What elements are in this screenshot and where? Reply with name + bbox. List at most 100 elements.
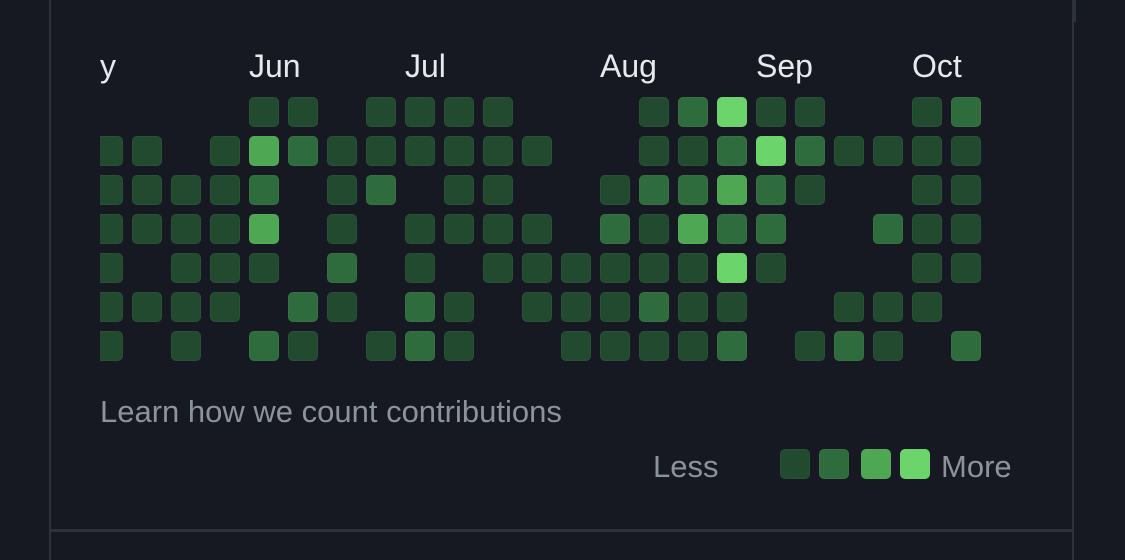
contribution-day-cell[interactable] — [639, 136, 669, 166]
contribution-day-cell[interactable] — [210, 175, 240, 205]
contribution-day-cell[interactable] — [873, 214, 903, 244]
contribution-day-cell[interactable] — [561, 253, 591, 283]
contribution-day-cell[interactable] — [249, 253, 279, 283]
contribution-day-cell[interactable] — [717, 292, 747, 322]
contribution-day-cell[interactable] — [639, 175, 669, 205]
contribution-day-cell[interactable] — [795, 136, 825, 166]
contribution-day-cell[interactable] — [717, 214, 747, 244]
contribution-day-cell[interactable] — [834, 331, 864, 361]
contribution-day-cell[interactable] — [756, 136, 786, 166]
contribution-day-cell[interactable] — [483, 253, 513, 283]
contribution-day-cell[interactable] — [444, 136, 474, 166]
contribution-day-cell[interactable] — [171, 292, 201, 322]
contribution-day-cell[interactable] — [522, 136, 552, 166]
contribution-day-cell[interactable] — [717, 253, 747, 283]
contribution-day-cell[interactable] — [249, 214, 279, 244]
contribution-day-cell[interactable] — [444, 97, 474, 127]
contribution-day-cell[interactable] — [366, 331, 396, 361]
contribution-day-cell[interactable] — [249, 97, 279, 127]
contribution-day-cell[interactable] — [756, 97, 786, 127]
contribution-day-cell[interactable] — [288, 97, 318, 127]
contribution-day-cell[interactable] — [639, 97, 669, 127]
contribution-day-cell[interactable] — [327, 175, 357, 205]
contribution-day-cell[interactable] — [873, 292, 903, 322]
contribution-day-cell[interactable] — [951, 136, 981, 166]
contribution-day-cell[interactable] — [717, 175, 747, 205]
contribution-day-cell[interactable] — [210, 136, 240, 166]
contribution-day-cell[interactable] — [834, 136, 864, 166]
contribution-day-cell[interactable] — [366, 175, 396, 205]
learn-contributions-link[interactable]: Learn how we count contributions — [100, 394, 562, 429]
contribution-day-cell[interactable] — [444, 175, 474, 205]
contribution-day-cell[interactable] — [834, 292, 864, 322]
contribution-day-cell[interactable] — [483, 97, 513, 127]
contribution-day-cell[interactable] — [600, 331, 630, 361]
contribution-day-cell[interactable] — [912, 253, 942, 283]
contribution-day-cell[interactable] — [600, 175, 630, 205]
contribution-day-cell[interactable] — [912, 97, 942, 127]
contribution-day-cell[interactable] — [132, 292, 162, 322]
contribution-day-cell[interactable] — [951, 331, 981, 361]
contribution-day-cell[interactable] — [327, 214, 357, 244]
contribution-day-cell[interactable] — [912, 175, 942, 205]
contribution-day-cell[interactable] — [210, 214, 240, 244]
contribution-day-cell[interactable] — [951, 175, 981, 205]
contribution-day-cell[interactable] — [405, 253, 435, 283]
contribution-day-cell[interactable] — [444, 214, 474, 244]
contribution-day-cell[interactable] — [678, 97, 708, 127]
contribution-day-cell[interactable] — [249, 175, 279, 205]
contribution-day-cell[interactable] — [795, 175, 825, 205]
contribution-day-cell[interactable] — [100, 331, 123, 361]
contribution-day-cell[interactable] — [756, 175, 786, 205]
contribution-day-cell[interactable] — [100, 292, 123, 322]
contribution-day-cell[interactable] — [639, 292, 669, 322]
contribution-day-cell[interactable] — [561, 292, 591, 322]
contribution-day-cell[interactable] — [288, 331, 318, 361]
contribution-day-cell[interactable] — [100, 136, 123, 166]
contribution-day-cell[interactable] — [756, 253, 786, 283]
contribution-day-cell[interactable] — [405, 214, 435, 244]
contribution-day-cell[interactable] — [132, 175, 162, 205]
contribution-day-cell[interactable] — [678, 253, 708, 283]
contribution-day-cell[interactable] — [483, 214, 513, 244]
contribution-day-cell[interactable] — [678, 136, 708, 166]
contribution-day-cell[interactable] — [600, 292, 630, 322]
contribution-day-cell[interactable] — [210, 253, 240, 283]
contribution-day-cell[interactable] — [327, 253, 357, 283]
contribution-day-cell[interactable] — [561, 331, 591, 361]
contribution-day-cell[interactable] — [483, 175, 513, 205]
contribution-day-cell[interactable] — [717, 136, 747, 166]
contribution-day-cell[interactable] — [132, 214, 162, 244]
contribution-day-cell[interactable] — [327, 136, 357, 166]
contribution-day-cell[interactable] — [288, 292, 318, 322]
contribution-day-cell[interactable] — [951, 214, 981, 244]
contribution-day-cell[interactable] — [171, 253, 201, 283]
contribution-day-cell[interactable] — [210, 292, 240, 322]
contribution-day-cell[interactable] — [405, 97, 435, 127]
contribution-day-cell[interactable] — [171, 175, 201, 205]
contribution-day-cell[interactable] — [405, 136, 435, 166]
contribution-day-cell[interactable] — [366, 97, 396, 127]
contribution-day-cell[interactable] — [405, 331, 435, 361]
contribution-day-cell[interactable] — [171, 214, 201, 244]
contribution-day-cell[interactable] — [873, 136, 903, 166]
contribution-day-cell[interactable] — [795, 97, 825, 127]
contribution-day-cell[interactable] — [639, 214, 669, 244]
contribution-day-cell[interactable] — [951, 253, 981, 283]
contribution-day-cell[interactable] — [717, 331, 747, 361]
contribution-day-cell[interactable] — [912, 136, 942, 166]
contribution-day-cell[interactable] — [444, 292, 474, 322]
contribution-day-cell[interactable] — [678, 331, 708, 361]
contribution-day-cell[interactable] — [249, 136, 279, 166]
contribution-day-cell[interactable] — [444, 331, 474, 361]
contribution-day-cell[interactable] — [600, 253, 630, 283]
contribution-day-cell[interactable] — [639, 253, 669, 283]
contribution-day-cell[interactable] — [100, 253, 123, 283]
contribution-day-cell[interactable] — [756, 214, 786, 244]
contribution-day-cell[interactable] — [522, 292, 552, 322]
contribution-day-cell[interactable] — [366, 136, 396, 166]
contribution-day-cell[interactable] — [912, 292, 942, 322]
contribution-day-cell[interactable] — [678, 292, 708, 322]
contribution-day-cell[interactable] — [483, 136, 513, 166]
contribution-day-cell[interactable] — [717, 97, 747, 127]
